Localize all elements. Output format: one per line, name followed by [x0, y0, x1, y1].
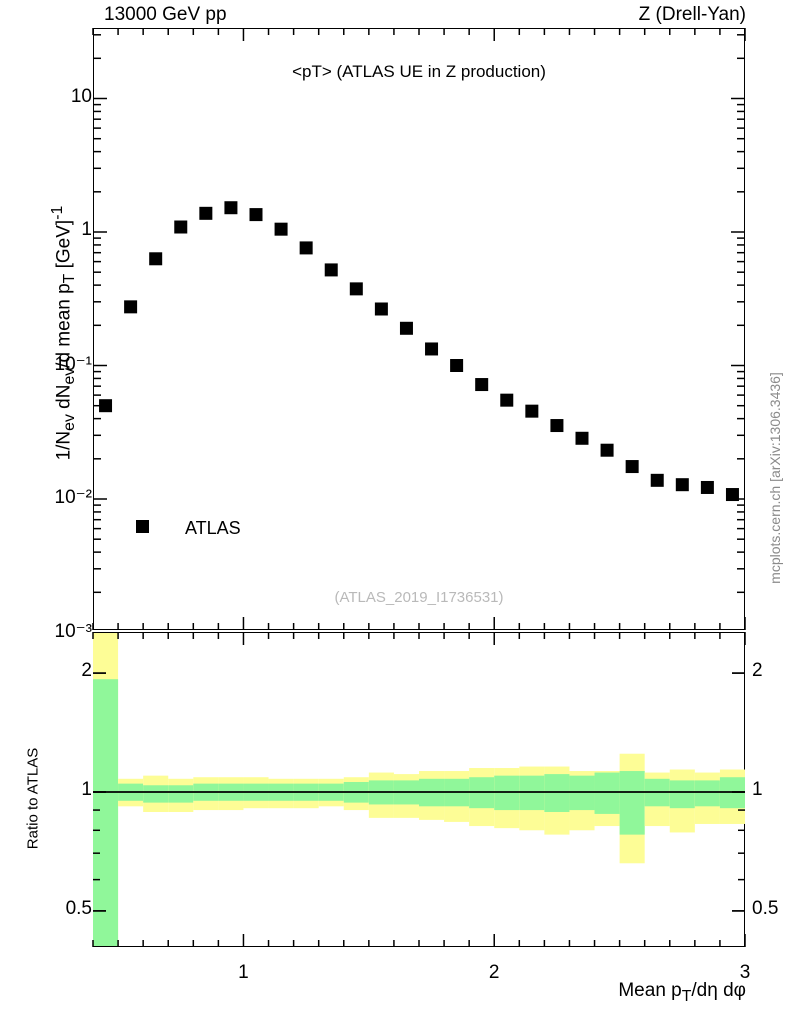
- ratio-y-axis-label: Ratio to ATLAS: [24, 747, 42, 850]
- analysis-id-watermark: (ATLAS_2019_I1736531): [334, 589, 504, 606]
- x-tick-label: 3: [739, 962, 751, 983]
- main-y-tick-label: 10⁻³: [54, 620, 93, 642]
- credit-watermark: mcplots.cern.ch [arXiv:1306.3436]: [767, 372, 783, 584]
- main-y-tick-label: 10: [70, 85, 92, 107]
- ratio-y-tick-label-right: 0.5: [752, 897, 779, 919]
- x-tick-label: 2: [488, 962, 500, 983]
- main-y-tick-label: 10⁻²: [54, 487, 93, 508]
- main-plot-panel: [93, 28, 745, 630]
- x-tick-label: 1: [238, 962, 249, 983]
- ratio-y-tick-label-left: 1: [81, 779, 92, 800]
- plot-title: <pT> (ATLAS UE in Z production): [292, 62, 546, 81]
- main-y-tick-label: 1: [81, 219, 92, 240]
- x-axis-label: Mean pT/dη dφ: [618, 980, 746, 1005]
- ratio-y-tick-label-left: 2: [81, 660, 92, 682]
- main-y-axis-label: 1/Nev dNev/d mean pT [GeV]-1: [48, 205, 79, 461]
- header-beam-label: 13000 GeV pp: [104, 4, 227, 25]
- legend-label: ATLAS: [185, 518, 241, 538]
- legend-marker-icon: [136, 520, 149, 533]
- ratio-y-tick-label-left: 0.5: [65, 897, 92, 919]
- ratio-plot-panel: [93, 632, 745, 947]
- main-y-tick-label: 10⁻¹: [54, 353, 93, 375]
- header-process-label: Z (Drell-Yan): [638, 4, 746, 25]
- ratio-y-tick-label-right: 2: [752, 660, 763, 682]
- legend: ATLAS: [136, 518, 241, 539]
- ratio-y-tick-label-right: 1: [752, 779, 763, 800]
